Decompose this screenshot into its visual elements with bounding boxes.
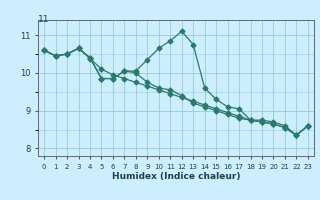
Text: 11: 11 bbox=[38, 15, 50, 24]
X-axis label: Humidex (Indice chaleur): Humidex (Indice chaleur) bbox=[112, 172, 240, 181]
